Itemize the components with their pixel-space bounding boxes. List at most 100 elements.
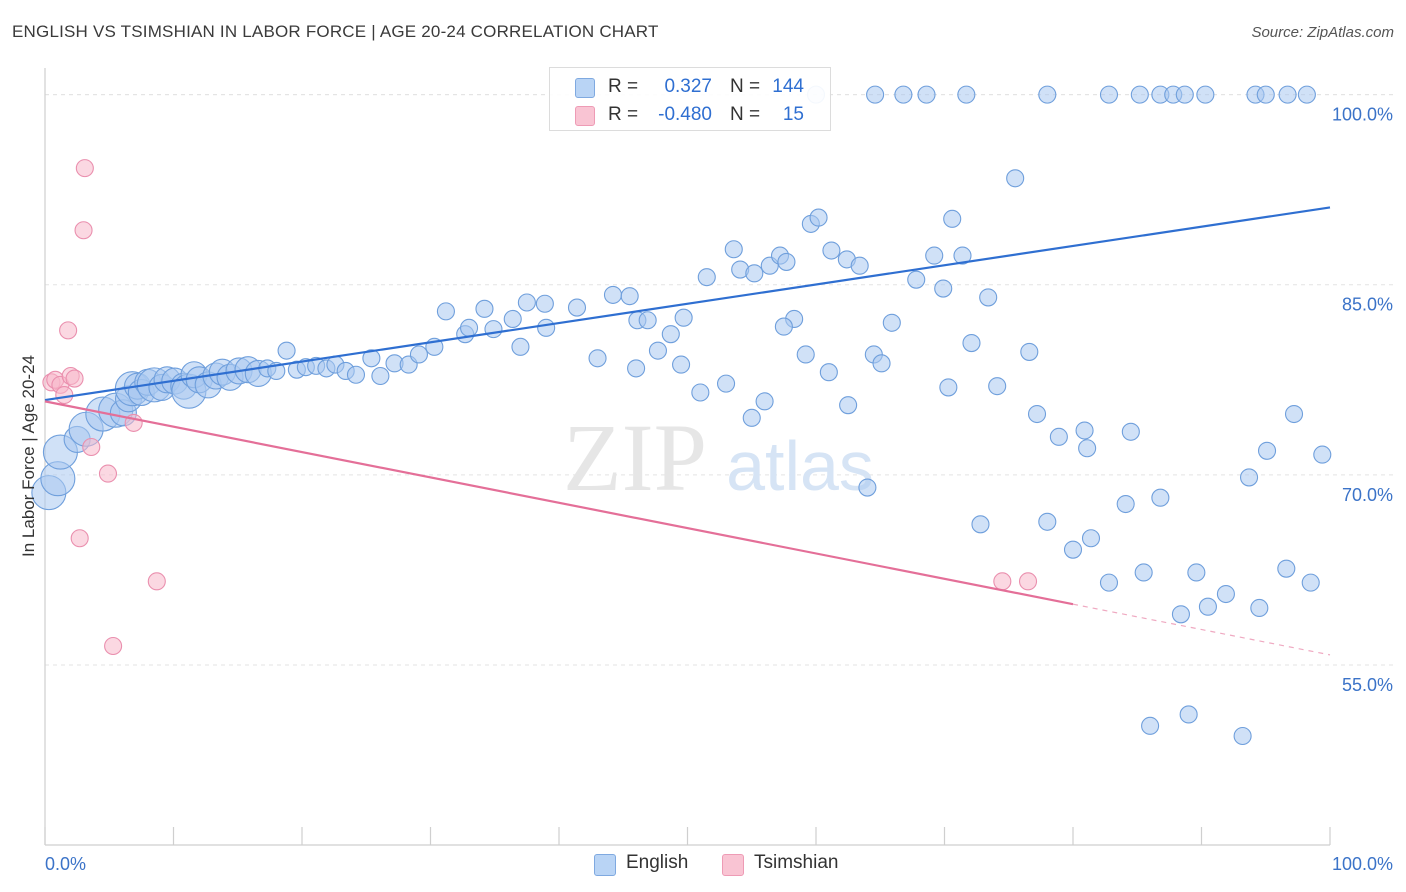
english-point <box>1297 85 1316 104</box>
y-tick-label: 85.0% <box>1342 295 1393 315</box>
correlation-legend: R = 0.327 N = 144 R = -0.480 N = 15 <box>549 67 831 131</box>
english-point <box>962 334 981 353</box>
tsimshian-point <box>82 437 101 457</box>
english-point <box>620 287 639 306</box>
english-r-value: 0.327 <box>664 76 712 97</box>
english-point <box>796 345 815 364</box>
axes <box>44 68 1331 846</box>
english-point <box>1301 573 1320 592</box>
english-point <box>661 325 680 344</box>
english-point <box>953 246 972 265</box>
english-point <box>1078 439 1097 458</box>
english-point <box>371 366 390 386</box>
chart-title: ENGLISH VS TSIMSHIAN IN LABOR FORCE | AG… <box>12 22 659 41</box>
watermark-zip: ZIP <box>563 404 707 511</box>
tsimshian-legend-label: Tsimshian <box>754 852 839 873</box>
english-point <box>858 478 877 497</box>
english-point <box>716 374 736 393</box>
english-point <box>1038 512 1057 531</box>
english-point <box>277 341 296 360</box>
english-point <box>1179 705 1198 724</box>
english-n-label: N = <box>730 76 761 97</box>
english-point <box>1130 85 1149 104</box>
english-point <box>850 256 869 275</box>
tsimshian-point <box>993 572 1012 591</box>
english-point <box>517 293 536 312</box>
english-point <box>1141 716 1160 735</box>
english-point <box>957 85 976 104</box>
english-point <box>346 365 366 384</box>
english-point <box>1116 494 1135 514</box>
tsimshian-point <box>65 369 84 388</box>
tsimshian-n-value: 15 <box>782 104 804 125</box>
english-point <box>484 320 503 339</box>
axis-labels: 55.0% 70.0% 85.0% 100.0% 0.0% 100.0% In Labor … <box>19 105 1393 874</box>
english-point <box>1278 85 1297 104</box>
tsimshian-point <box>147 572 166 591</box>
tsimshian-point <box>74 221 93 240</box>
tsimshian-point <box>75 159 94 178</box>
english-point <box>1171 605 1190 624</box>
source-credit: Source: ZipAtlas.com <box>1251 24 1394 41</box>
english-point <box>674 308 693 327</box>
english-point <box>774 317 793 336</box>
english-point <box>1239 468 1259 487</box>
english-point <box>1081 529 1101 548</box>
english-point <box>1198 597 1217 616</box>
tsimshian-point <box>1018 572 1038 591</box>
english-point <box>1187 563 1206 582</box>
english-point <box>1216 584 1235 604</box>
y-tick-label: 70.0% <box>1342 485 1393 505</box>
english-point <box>819 363 838 382</box>
english-point <box>979 288 998 307</box>
english-point <box>925 246 944 265</box>
english-point <box>1134 563 1153 582</box>
english-point <box>971 515 990 534</box>
tsimshian-legend-swatch <box>722 854 744 876</box>
english-point <box>1250 598 1269 618</box>
english-point <box>1121 422 1140 441</box>
english-legend-label: English <box>626 852 689 873</box>
watermark-atlas: atlas <box>726 427 874 505</box>
legend-row-english: R = 0.327 N = 144 <box>550 74 830 102</box>
english-point <box>866 85 885 104</box>
english-point <box>436 302 455 321</box>
tsimshian-r-label: R = <box>608 104 639 125</box>
english-point <box>588 349 607 368</box>
english-point <box>603 285 623 304</box>
english-point <box>697 268 716 287</box>
english-point <box>1257 441 1277 460</box>
english-point <box>537 318 556 337</box>
legend-row-tsimshian: R = -0.480 N = 15 <box>550 102 830 130</box>
english-point <box>1233 726 1252 746</box>
english-point <box>672 355 691 374</box>
english-point <box>934 279 953 298</box>
english-point <box>755 392 774 411</box>
data-points <box>31 85 1332 746</box>
english-point <box>809 208 828 227</box>
english-point <box>535 294 554 313</box>
english-point <box>1020 342 1039 361</box>
english-point <box>1006 169 1025 188</box>
english-point <box>777 252 796 271</box>
english-point <box>511 337 530 356</box>
english-point <box>742 408 761 427</box>
english-point <box>1151 488 1170 507</box>
english-point <box>1277 559 1296 578</box>
english-point <box>459 318 479 337</box>
tsimshian-point <box>70 529 89 548</box>
english-point <box>627 359 646 378</box>
english-point <box>1175 85 1194 104</box>
english-point <box>1049 427 1068 446</box>
english-point <box>872 354 891 373</box>
trend-lines <box>44 206 1331 656</box>
watermark: ZIP atlas <box>563 404 874 511</box>
english-r-label: R = <box>608 76 639 97</box>
english-legend-swatch <box>594 854 616 876</box>
english-point <box>691 383 710 402</box>
y-tick-label: 55.0% <box>1342 675 1393 695</box>
english-trend-line <box>44 206 1331 402</box>
english-point <box>1063 540 1083 559</box>
tsimshian-swatch <box>575 106 595 126</box>
tsimshian-point <box>104 636 123 656</box>
